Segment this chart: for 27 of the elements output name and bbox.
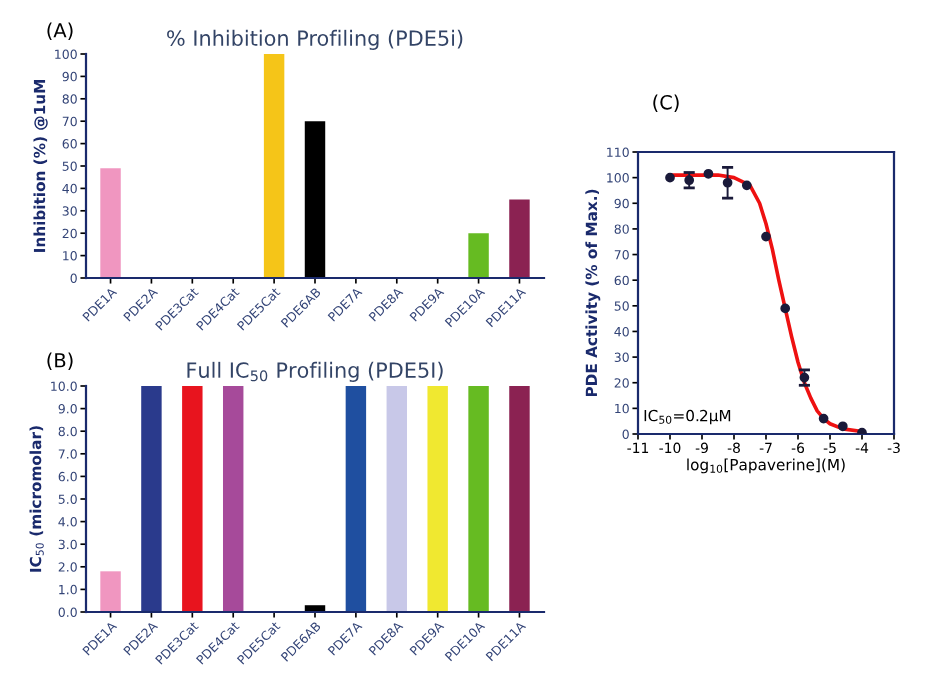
bar — [468, 386, 489, 612]
chart-title: % Inhibition Profiling (PDE5i) — [167, 29, 463, 50]
point — [857, 427, 867, 434]
bar — [141, 386, 162, 612]
point — [665, 172, 675, 183]
bar — [304, 121, 326, 278]
point — [837, 421, 848, 432]
text: (C) — [653, 94, 679, 112]
bar — [345, 386, 367, 612]
bar — [222, 386, 244, 612]
bar — [100, 168, 121, 278]
chart-title: Full IC$_{50}$ Profiling (PDE5I) — [187, 361, 443, 382]
point — [761, 231, 771, 242]
bar — [509, 199, 530, 278]
bar — [100, 571, 121, 612]
bar — [509, 386, 530, 612]
point — [703, 168, 714, 179]
bar — [427, 386, 448, 612]
text: (A) — [47, 22, 73, 40]
bar — [263, 54, 285, 278]
bar — [182, 386, 203, 612]
text: (B) — [47, 352, 73, 370]
point — [818, 413, 829, 424]
point — [780, 303, 791, 314]
bar — [468, 233, 489, 278]
bar — [386, 386, 408, 612]
point — [741, 180, 752, 191]
